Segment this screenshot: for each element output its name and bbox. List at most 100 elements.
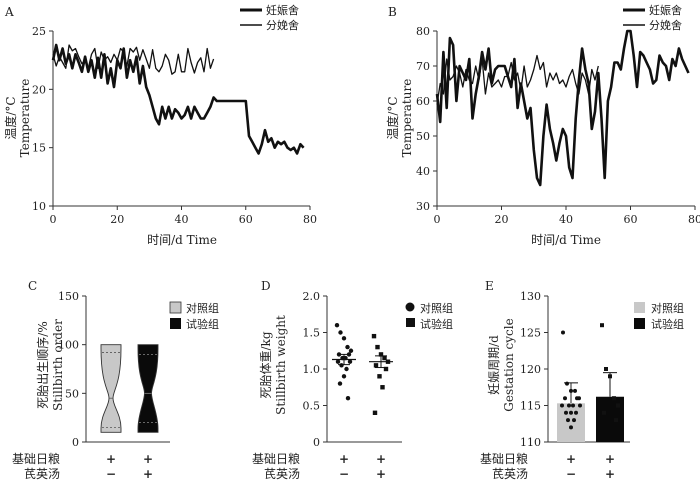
legend-label-treatment: 试验组 bbox=[420, 317, 453, 331]
point-control bbox=[348, 348, 354, 353]
point-control bbox=[567, 403, 571, 408]
panel-b-y-label-en: Temperature bbox=[400, 79, 414, 158]
point-control bbox=[566, 418, 570, 423]
panel-d-table-row2-label: 芪英汤 bbox=[264, 467, 300, 481]
panel-d-legend: 对照组 试验组 bbox=[405, 301, 453, 331]
panel-e-y-label-en: Gestation cycle bbox=[502, 318, 516, 411]
legend-label-farrowing: 分娩舍 bbox=[649, 18, 682, 32]
point-control bbox=[334, 323, 340, 328]
point-treatment bbox=[616, 403, 620, 408]
point-treatment bbox=[380, 385, 385, 390]
panel-a-x-tick-label: 80 bbox=[303, 213, 317, 226]
point-control bbox=[564, 410, 568, 415]
point-control bbox=[560, 403, 564, 408]
panel-b-y-tick-label: 30 bbox=[416, 200, 430, 213]
panel-b-y-tick-label: 40 bbox=[416, 165, 430, 178]
point-control bbox=[341, 374, 347, 379]
panel-c-y-label-en: Stillbirth order bbox=[51, 319, 65, 411]
panel-d-y-tick-label: 2.0 bbox=[303, 290, 321, 303]
panel-c-legend: 对照组 试验组 bbox=[169, 301, 219, 331]
point-treatment bbox=[378, 352, 384, 357]
panel-b-y-tick-label: 70 bbox=[416, 60, 430, 73]
panel-d-y-label-cn: 死胎体重/kg bbox=[259, 331, 273, 398]
point-control bbox=[575, 396, 579, 401]
point-treatment bbox=[608, 374, 612, 379]
point-control bbox=[337, 381, 343, 386]
panel-b-x-label: 时间/d Time bbox=[531, 233, 601, 247]
legend-marker-treatment bbox=[406, 318, 415, 327]
panel-c-y-tick-label: 100 bbox=[58, 339, 79, 352]
point-control bbox=[345, 344, 350, 350]
panel-d-y-tick-label: 1.5 bbox=[303, 327, 321, 340]
point-control bbox=[341, 336, 347, 341]
panel-c-table-row1-label: 基础日粮 bbox=[12, 451, 60, 466]
panel-e-table-row1-label: 基础日粮 bbox=[480, 451, 528, 466]
point-control bbox=[569, 388, 573, 393]
panel-a-y-tick-label: 20 bbox=[32, 83, 46, 96]
panel-b-x-tick-label: 80 bbox=[688, 213, 700, 226]
panel-e-y-tick-label: 120 bbox=[520, 363, 541, 376]
panel-e-y-label-cn: 妊娠周期/d bbox=[487, 335, 501, 395]
panel-d-y-label-en: Stillbirth weight bbox=[274, 315, 288, 415]
panel-b-y-tick-label: 50 bbox=[416, 130, 430, 143]
panel-a-y-tick-label: 15 bbox=[32, 142, 46, 155]
point-treatment bbox=[377, 374, 382, 379]
panel-a-y-label-cn: 温度/°C bbox=[3, 96, 18, 139]
panel-label-c: C bbox=[28, 279, 37, 293]
panel-d-table-row2-value: + bbox=[376, 467, 386, 481]
point-control bbox=[347, 359, 353, 364]
point-treatment bbox=[600, 323, 604, 328]
panel-b-y-tick-label: 60 bbox=[416, 95, 430, 108]
point-control bbox=[578, 403, 582, 408]
panel-label-a: A bbox=[4, 5, 14, 19]
legend-label-farrowing: 分娩舍 bbox=[266, 18, 299, 32]
panel-a-y-tick-label: 10 bbox=[32, 200, 46, 213]
point-treatment bbox=[375, 344, 380, 350]
panel-label-d: D bbox=[261, 279, 271, 293]
point-control bbox=[569, 410, 573, 415]
legend-swatch-control bbox=[634, 302, 645, 313]
legend-label-control: 对照组 bbox=[186, 301, 219, 315]
panel-a-x-label: 时间/d Time bbox=[147, 233, 217, 247]
panel-a-y-label-en: Temperature bbox=[18, 79, 32, 158]
panel-c-y-tick-label: 50 bbox=[65, 387, 79, 400]
panel-c-y-tick-label: 150 bbox=[58, 290, 79, 303]
panel-c-table-row2-value: − bbox=[106, 467, 116, 481]
legend-label-pregnancy: 妊娠舍 bbox=[266, 3, 299, 17]
panel-b-x-tick-label: 60 bbox=[624, 213, 638, 226]
legend-label-control: 对照组 bbox=[651, 301, 684, 315]
panel-c-table-row2-label: 芪英汤 bbox=[24, 467, 60, 481]
panel-a-x-tick-label: 20 bbox=[110, 213, 124, 226]
point-control bbox=[563, 396, 567, 401]
point-control bbox=[338, 330, 343, 335]
point-control bbox=[561, 330, 565, 335]
panel-a-legend: 妊娠舍 分娩舍 bbox=[240, 3, 299, 32]
legend-marker-control bbox=[405, 302, 415, 312]
legend-label-control: 对照组 bbox=[420, 301, 453, 315]
point-control bbox=[574, 410, 578, 415]
panel-b-series-pregnancy bbox=[435, 29, 690, 187]
panel-c-y-label-cn: 死胎出生顺序/% bbox=[35, 321, 50, 408]
panel-d-scatter-chart: 00.51.01.52.0 死胎体重/kg Stillbirth weight … bbox=[259, 290, 453, 449]
panel-d-table-row1-label: 基础日粮 bbox=[252, 451, 300, 466]
point-treatment bbox=[371, 333, 377, 339]
panel-a-series-farrowing bbox=[52, 44, 215, 75]
panel-e-table-row2-label: 芪英汤 bbox=[492, 467, 528, 481]
point-control bbox=[573, 388, 577, 393]
panel-b-x-tick-label: 40 bbox=[559, 213, 573, 226]
panel-e-y-tick-label: 110 bbox=[520, 436, 541, 449]
panel-b-y-tick-label: 80 bbox=[416, 25, 430, 38]
point-control bbox=[345, 396, 351, 401]
panel-e-y-tick-label: 115 bbox=[520, 400, 541, 413]
point-treatment bbox=[604, 367, 608, 371]
panel-d-y-tick-label: 0 bbox=[313, 436, 320, 449]
panel-c-table-row1-value: + bbox=[106, 452, 116, 466]
point-treatment bbox=[372, 410, 378, 415]
legend-label-treatment: 试验组 bbox=[186, 317, 219, 331]
panel-d-y-tick-label: 1.0 bbox=[303, 363, 321, 376]
legend-label-treatment: 试验组 bbox=[651, 317, 684, 331]
point-control bbox=[565, 381, 569, 386]
panel-e-table-row1-value: + bbox=[566, 452, 576, 466]
panel-b-legend: 妊娠舍 分娩舍 bbox=[623, 3, 682, 32]
point-treatment bbox=[382, 355, 387, 361]
